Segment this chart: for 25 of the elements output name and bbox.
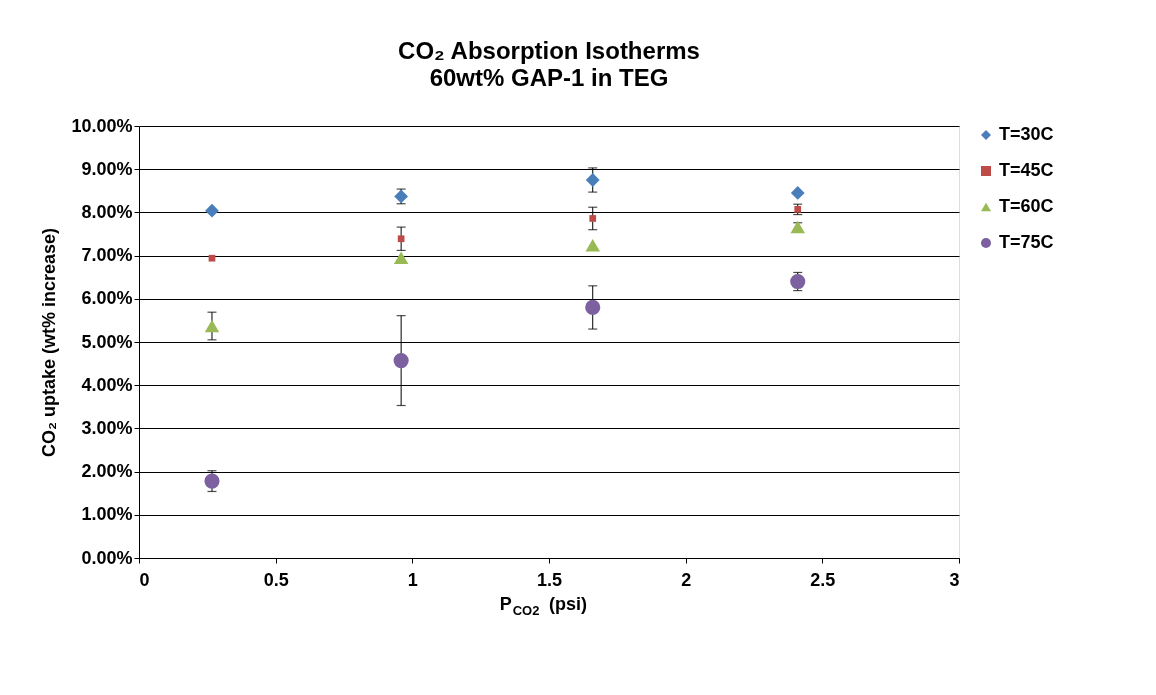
y-tick-label: 2.00% — [81, 461, 133, 482]
x-tick-label: 2 — [681, 569, 692, 590]
chart-subtitle: 60wt% GAP-1 in TEG — [429, 64, 669, 91]
y-tick-label: 5.00% — [81, 331, 133, 352]
y-tick-label: 7.00% — [81, 245, 133, 266]
y-tick-label: 6.00% — [81, 288, 133, 309]
chart-title: CO₂ Absorption Isotherms — [398, 37, 700, 64]
x-tick-label: 2.5 — [810, 569, 836, 590]
legend-label: T=45C — [999, 160, 1054, 180]
legend-label: T=60C — [999, 196, 1054, 216]
y-tick-label: 1.00% — [81, 504, 133, 525]
x-tick-label: 0.5 — [263, 569, 289, 590]
y-tick-label: 0.00% — [81, 547, 133, 568]
y-tick-label: 8.00% — [81, 201, 133, 222]
x-tick-label: 1 — [407, 569, 418, 590]
y-tick-label: 10.00% — [71, 115, 133, 136]
x-tick-label: 0 — [139, 569, 150, 590]
y-tick-label: 9.00% — [81, 158, 133, 179]
legend-label: T=75C — [999, 232, 1054, 252]
x-tick-label: 3 — [949, 569, 960, 590]
y-tick-label: 4.00% — [81, 374, 133, 395]
y-tick-label: 3.00% — [81, 417, 133, 438]
legend-label: T=30C — [999, 124, 1054, 144]
y-axis-title: CO₂ uptake (wt% increase) — [39, 227, 60, 458]
x-tick-label: 1.5 — [536, 569, 563, 590]
